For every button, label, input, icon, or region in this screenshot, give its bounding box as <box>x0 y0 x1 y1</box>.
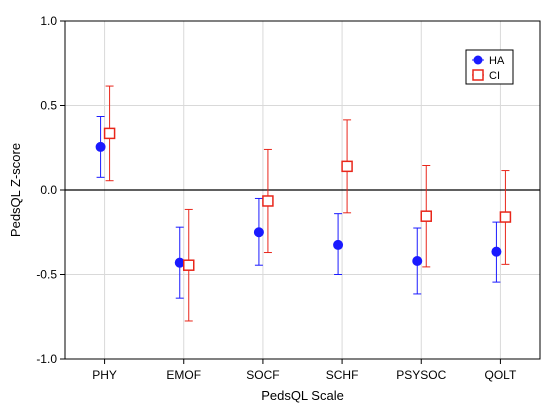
point-ha <box>491 246 502 257</box>
legend-marker <box>473 55 483 65</box>
point-ha <box>412 255 423 266</box>
point-ci <box>103 127 116 140</box>
y-tick-label: -0.5 <box>36 268 57 282</box>
y-tick-label: 0.5 <box>40 99 57 113</box>
point-ha <box>95 141 106 152</box>
x-tick-label: SCHF <box>326 368 359 382</box>
legend-label: CI <box>489 70 500 82</box>
y-axis-label: PedsQL Z-score <box>8 143 23 237</box>
x-tick-label: QOLT <box>485 368 517 382</box>
legend-marker <box>472 69 484 81</box>
point-ci <box>183 259 195 271</box>
point-ci <box>420 210 432 222</box>
x-tick-label: EMOF <box>166 368 201 382</box>
point-ci <box>499 211 512 223</box>
y-axis-ticks: -1.0 -0.5 0.0 0.5 1.0 <box>36 14 65 366</box>
x-axis-label: PedsQL Scale <box>261 388 344 403</box>
x-tick-label: PSYSOC <box>396 368 446 382</box>
x-tick-label: PHY <box>92 368 117 382</box>
x-tick-label: SOCF <box>246 368 279 382</box>
x-axis-ticks: PHY EMOF SOCF SCHF PSYSOC QOLT <box>92 359 517 382</box>
point-ha <box>333 239 344 250</box>
point-ci <box>341 160 353 173</box>
y-tick-label: 1.0 <box>40 14 57 28</box>
y-tick-label: -1.0 <box>36 352 57 366</box>
series-layer <box>95 85 512 322</box>
y-tick-label: 0.0 <box>40 183 57 197</box>
legend: HA CI <box>465 49 514 85</box>
legend-label: HA <box>489 55 505 67</box>
point-ha <box>174 257 185 268</box>
point-ci <box>262 195 274 207</box>
point-ha <box>253 227 264 238</box>
